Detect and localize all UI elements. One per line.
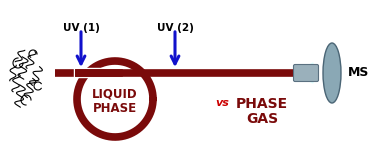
Polygon shape: [295, 63, 313, 83]
Text: UV (1): UV (1): [63, 23, 99, 33]
Text: UV (2): UV (2): [156, 23, 194, 33]
Ellipse shape: [323, 43, 341, 103]
Text: vs: vs: [215, 98, 229, 108]
Text: GAS: GAS: [246, 112, 278, 126]
Text: PHASE: PHASE: [236, 97, 288, 111]
Text: MS: MS: [348, 66, 369, 79]
Text: PHASE: PHASE: [93, 101, 137, 114]
Text: LIQUID: LIQUID: [92, 87, 138, 101]
FancyBboxPatch shape: [293, 64, 319, 82]
